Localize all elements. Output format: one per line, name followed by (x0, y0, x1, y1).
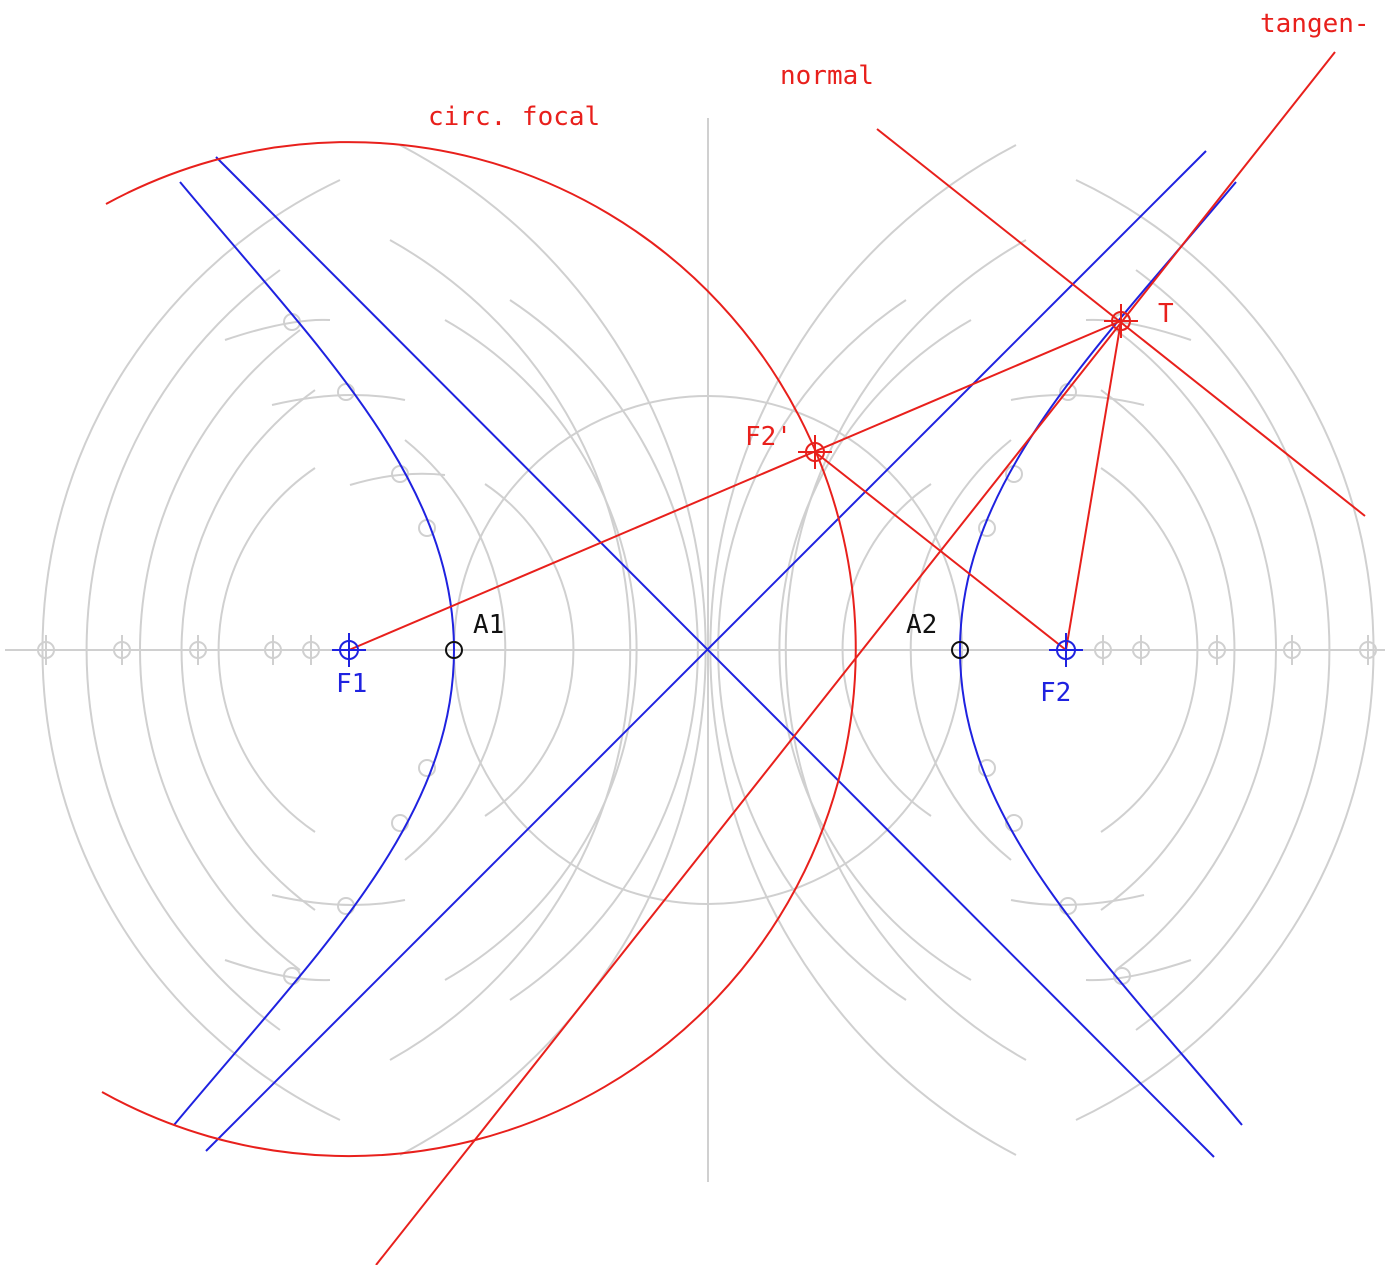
arc-f2-left-3 (139, 329, 301, 971)
arc-f1-2 (404, 439, 507, 861)
label-normal: normal (780, 61, 874, 91)
label-tangent: tangen- (1260, 9, 1370, 39)
tick-arc (1010, 394, 1145, 406)
tick-arc (271, 394, 406, 406)
label-point-t: T (1158, 299, 1174, 329)
arc-f1-3 (444, 319, 638, 981)
arc-f2-left-2 (180, 389, 316, 911)
construction-point (1059, 897, 1077, 915)
construction-point (337, 383, 355, 401)
hyperbola-right-branch (958, 181, 1243, 1126)
label-vertex-a2: A2 (906, 610, 937, 640)
segment-f2prime-f2 (814, 451, 1067, 651)
arc-f2-5 (709, 144, 1017, 1156)
arc-f2-left-4 (85, 269, 281, 1031)
focal-circle (101, 141, 857, 1158)
arc-f1-4 (389, 239, 632, 1061)
hyperbola-left-branch (173, 181, 456, 1126)
arc-f2-3 (778, 319, 972, 981)
construction-lines (5, 118, 1385, 1182)
segment-f2-t (1065, 320, 1122, 651)
vertex-a1-marker (445, 641, 463, 659)
construction-point (1005, 814, 1023, 832)
arc-f1-right-1 (1100, 467, 1199, 833)
tick-arc (1010, 894, 1145, 906)
arc-f1-6 (509, 299, 699, 1001)
label-focus-f1: F1 (336, 669, 367, 699)
arc-f2-6 (717, 299, 907, 1001)
point-f2-prime-marker (798, 435, 832, 469)
tick-arc (349, 472, 446, 486)
arc-f1-right-4 (1135, 269, 1331, 1031)
arc-f2-left-1 (217, 467, 316, 833)
hyperbola-group (173, 150, 1243, 1158)
construction-point (391, 465, 409, 483)
arc-f1-right-2 (1100, 389, 1236, 911)
arc-f2-4 (784, 239, 1027, 1061)
tick-arc (224, 318, 331, 341)
construction-point (391, 814, 409, 832)
arc-f1-5 (399, 144, 707, 1156)
focus-f2-marker (1049, 633, 1083, 667)
construction-point (337, 897, 355, 915)
label-focus-f2: F2 (1040, 678, 1071, 708)
asymptote-1 (215, 156, 1215, 1158)
arc-f2-left-5 (41, 179, 341, 1121)
asymptote-2 (205, 150, 1207, 1152)
tick-arc (271, 894, 406, 906)
arc-f1-right-5 (1075, 179, 1375, 1121)
arc-f2-2 (909, 439, 1012, 861)
focus-f1-marker (332, 633, 366, 667)
axis-division-markers (37, 313, 1377, 985)
label-point-f2-prime: F2' (745, 422, 792, 452)
label-focal-circle: circ. focal (428, 102, 600, 132)
construction-point (418, 759, 436, 777)
vertex-a2-marker (951, 641, 969, 659)
arc-f2-1 (841, 483, 932, 817)
arc-f1-1 (484, 483, 575, 817)
tick-arc (1085, 959, 1192, 982)
label-vertex-a1: A1 (473, 610, 504, 640)
point-t-marker (1104, 304, 1138, 338)
tick-arc (1085, 318, 1192, 341)
construction-point (978, 759, 996, 777)
segment-f1-t (348, 320, 1122, 651)
tangent-construction (101, 51, 1366, 1266)
tick-arc (224, 959, 331, 982)
tangent-line (375, 51, 1336, 1266)
arc-f1-right-3 (1115, 329, 1277, 971)
